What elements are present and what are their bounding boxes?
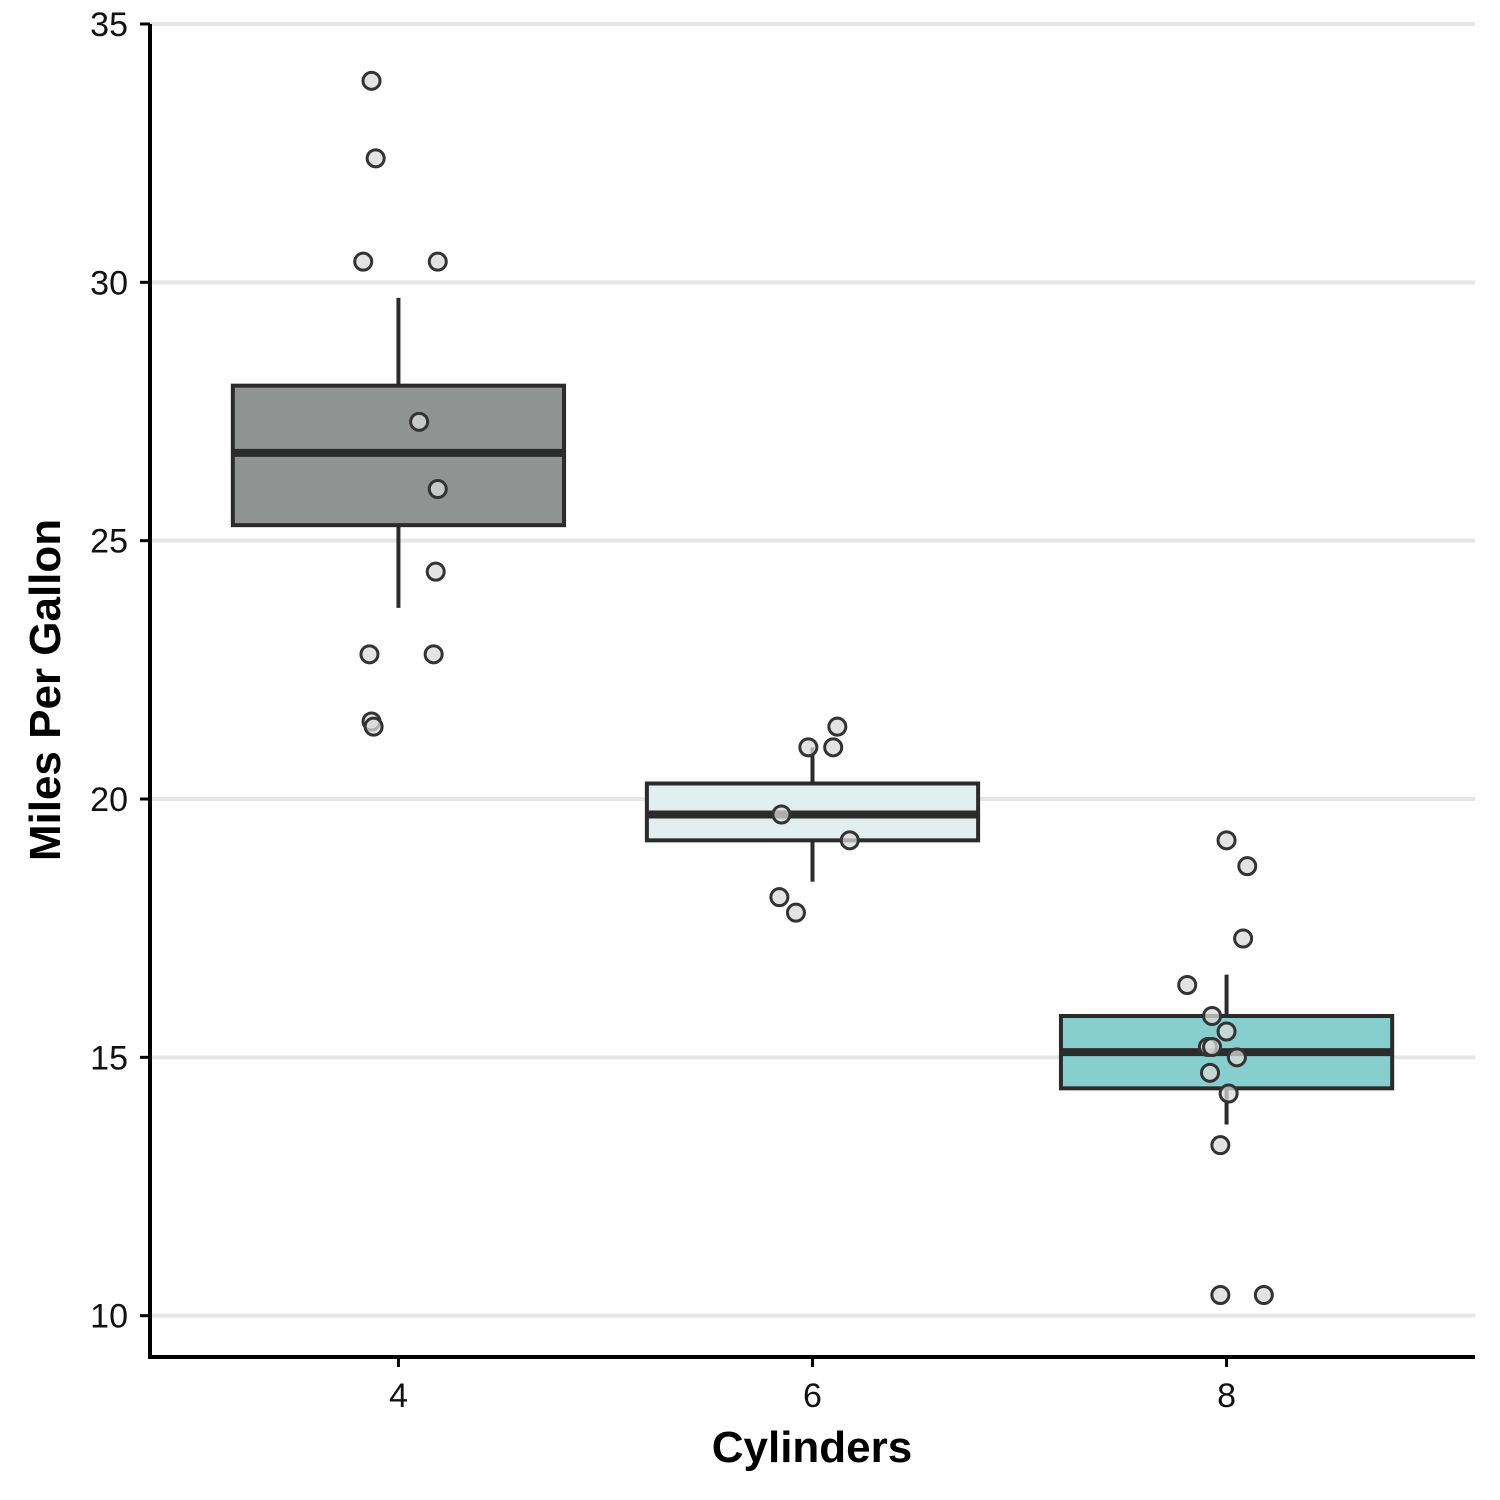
box-group (230, 297, 567, 608)
data-point (1210, 1135, 1231, 1156)
data-point (423, 644, 444, 665)
data-points (353, 70, 1274, 1305)
x-axis-title: Cylinders (712, 1423, 913, 1472)
data-point (427, 479, 448, 499)
data-point (427, 251, 448, 272)
x-tick-label: 8 (1217, 1377, 1236, 1415)
box-group (644, 747, 981, 882)
data-point (823, 737, 844, 758)
data-point (1202, 1006, 1223, 1026)
data-point (1177, 975, 1198, 995)
data-point (798, 737, 819, 758)
y-tick-label: 20 (90, 781, 128, 819)
data-point (1237, 856, 1258, 877)
data-point (827, 716, 848, 737)
data-point (1216, 1021, 1237, 1042)
data-point (363, 716, 384, 737)
box-group (1058, 974, 1395, 1125)
tick-labels: 10 15 20 25 30 35 4 6 8 (90, 6, 1236, 1415)
data-point (361, 70, 382, 91)
x-tick-label: 4 (389, 1377, 408, 1415)
data-point (1218, 1083, 1239, 1104)
x-tick-label: 6 (803, 1377, 822, 1415)
y-tick-label: 15 (90, 1039, 128, 1077)
grid-lines (150, 22, 1475, 1318)
data-point (839, 830, 860, 851)
y-tick-label: 10 (90, 1298, 128, 1336)
y-axis-title: Miles Per Gallon (21, 519, 70, 861)
y-tick-label: 30 (90, 264, 128, 302)
data-point (425, 561, 446, 582)
data-point (1216, 830, 1237, 851)
data-point (1210, 1285, 1231, 1305)
data-point (353, 251, 374, 272)
data-point (359, 644, 380, 665)
data-point (1226, 1047, 1247, 1068)
y-tick-label: 35 (90, 6, 128, 44)
data-point (1233, 928, 1254, 949)
data-point (1253, 1285, 1274, 1305)
data-point (769, 887, 790, 908)
data-point (1202, 1037, 1223, 1057)
data-point (771, 804, 792, 825)
y-tick-label: 25 (90, 523, 128, 561)
data-point (1200, 1062, 1220, 1083)
data-point (365, 148, 386, 169)
data-point (785, 902, 806, 923)
data-point (409, 411, 430, 432)
boxes (230, 297, 1395, 1125)
axes (140, 22, 1475, 1367)
